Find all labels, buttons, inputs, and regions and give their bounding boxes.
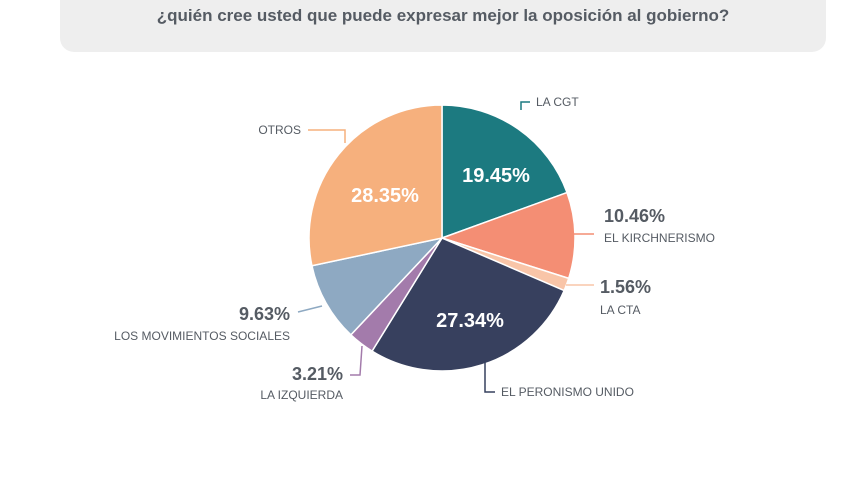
value-label-el-kirchnerismo: 10.46% [604,206,665,226]
value-label-la-cgt: 19.45% [462,165,530,187]
value-label-el-peronismo-unido: 27.34% [436,310,504,332]
slice-el-kirchnerismo [439,191,576,280]
slice-los-movimientos-sociales [311,236,445,336]
value-label-otros: 28.35% [351,185,419,207]
chart-title: ¿quién cree usted que puede expresar mej… [156,6,730,25]
leader-la-cgt [520,101,530,110]
slice-el-peronismo-unido [371,237,566,372]
slice-la-cgt [441,104,568,240]
value-label-la-cta: 1.56% [600,277,651,297]
leader-la-izquierda [350,345,363,376]
leader-los-movimientos-sociales [297,305,323,313]
question-banner: ¿quién cree usted que puede expresar mej… [60,0,826,52]
value-label-la-izquierda: 3.21% [292,364,343,384]
category-label-la-cta: LA CTA [600,303,640,317]
category-label-la-cgt: LA CGT [536,95,579,109]
pie-slices [308,104,576,372]
leader-otros [308,129,346,143]
category-label-otros: OTROS [258,123,301,137]
category-label-el-peronismo-unido: EL PERONISMO UNIDO [501,385,634,399]
category-label-los-movimientos-sociales: LOS MOVIMIENTOS SOCIALES [114,329,290,343]
slice-otros [308,104,443,267]
leader-el-peronismo-unido [484,360,495,393]
value-label-los-movimientos-sociales: 9.63% [239,304,290,324]
category-label-la-izquierda: LA IZQUIERDA [260,388,343,402]
leader-lines [297,101,594,393]
category-label-el-kirchnerismo: EL KIRCHNERISMO [604,231,715,245]
pie-labels: 19.45% LA CGT 10.46% EL KIRCHNERISMO 1.56% LA… [114,95,715,402]
